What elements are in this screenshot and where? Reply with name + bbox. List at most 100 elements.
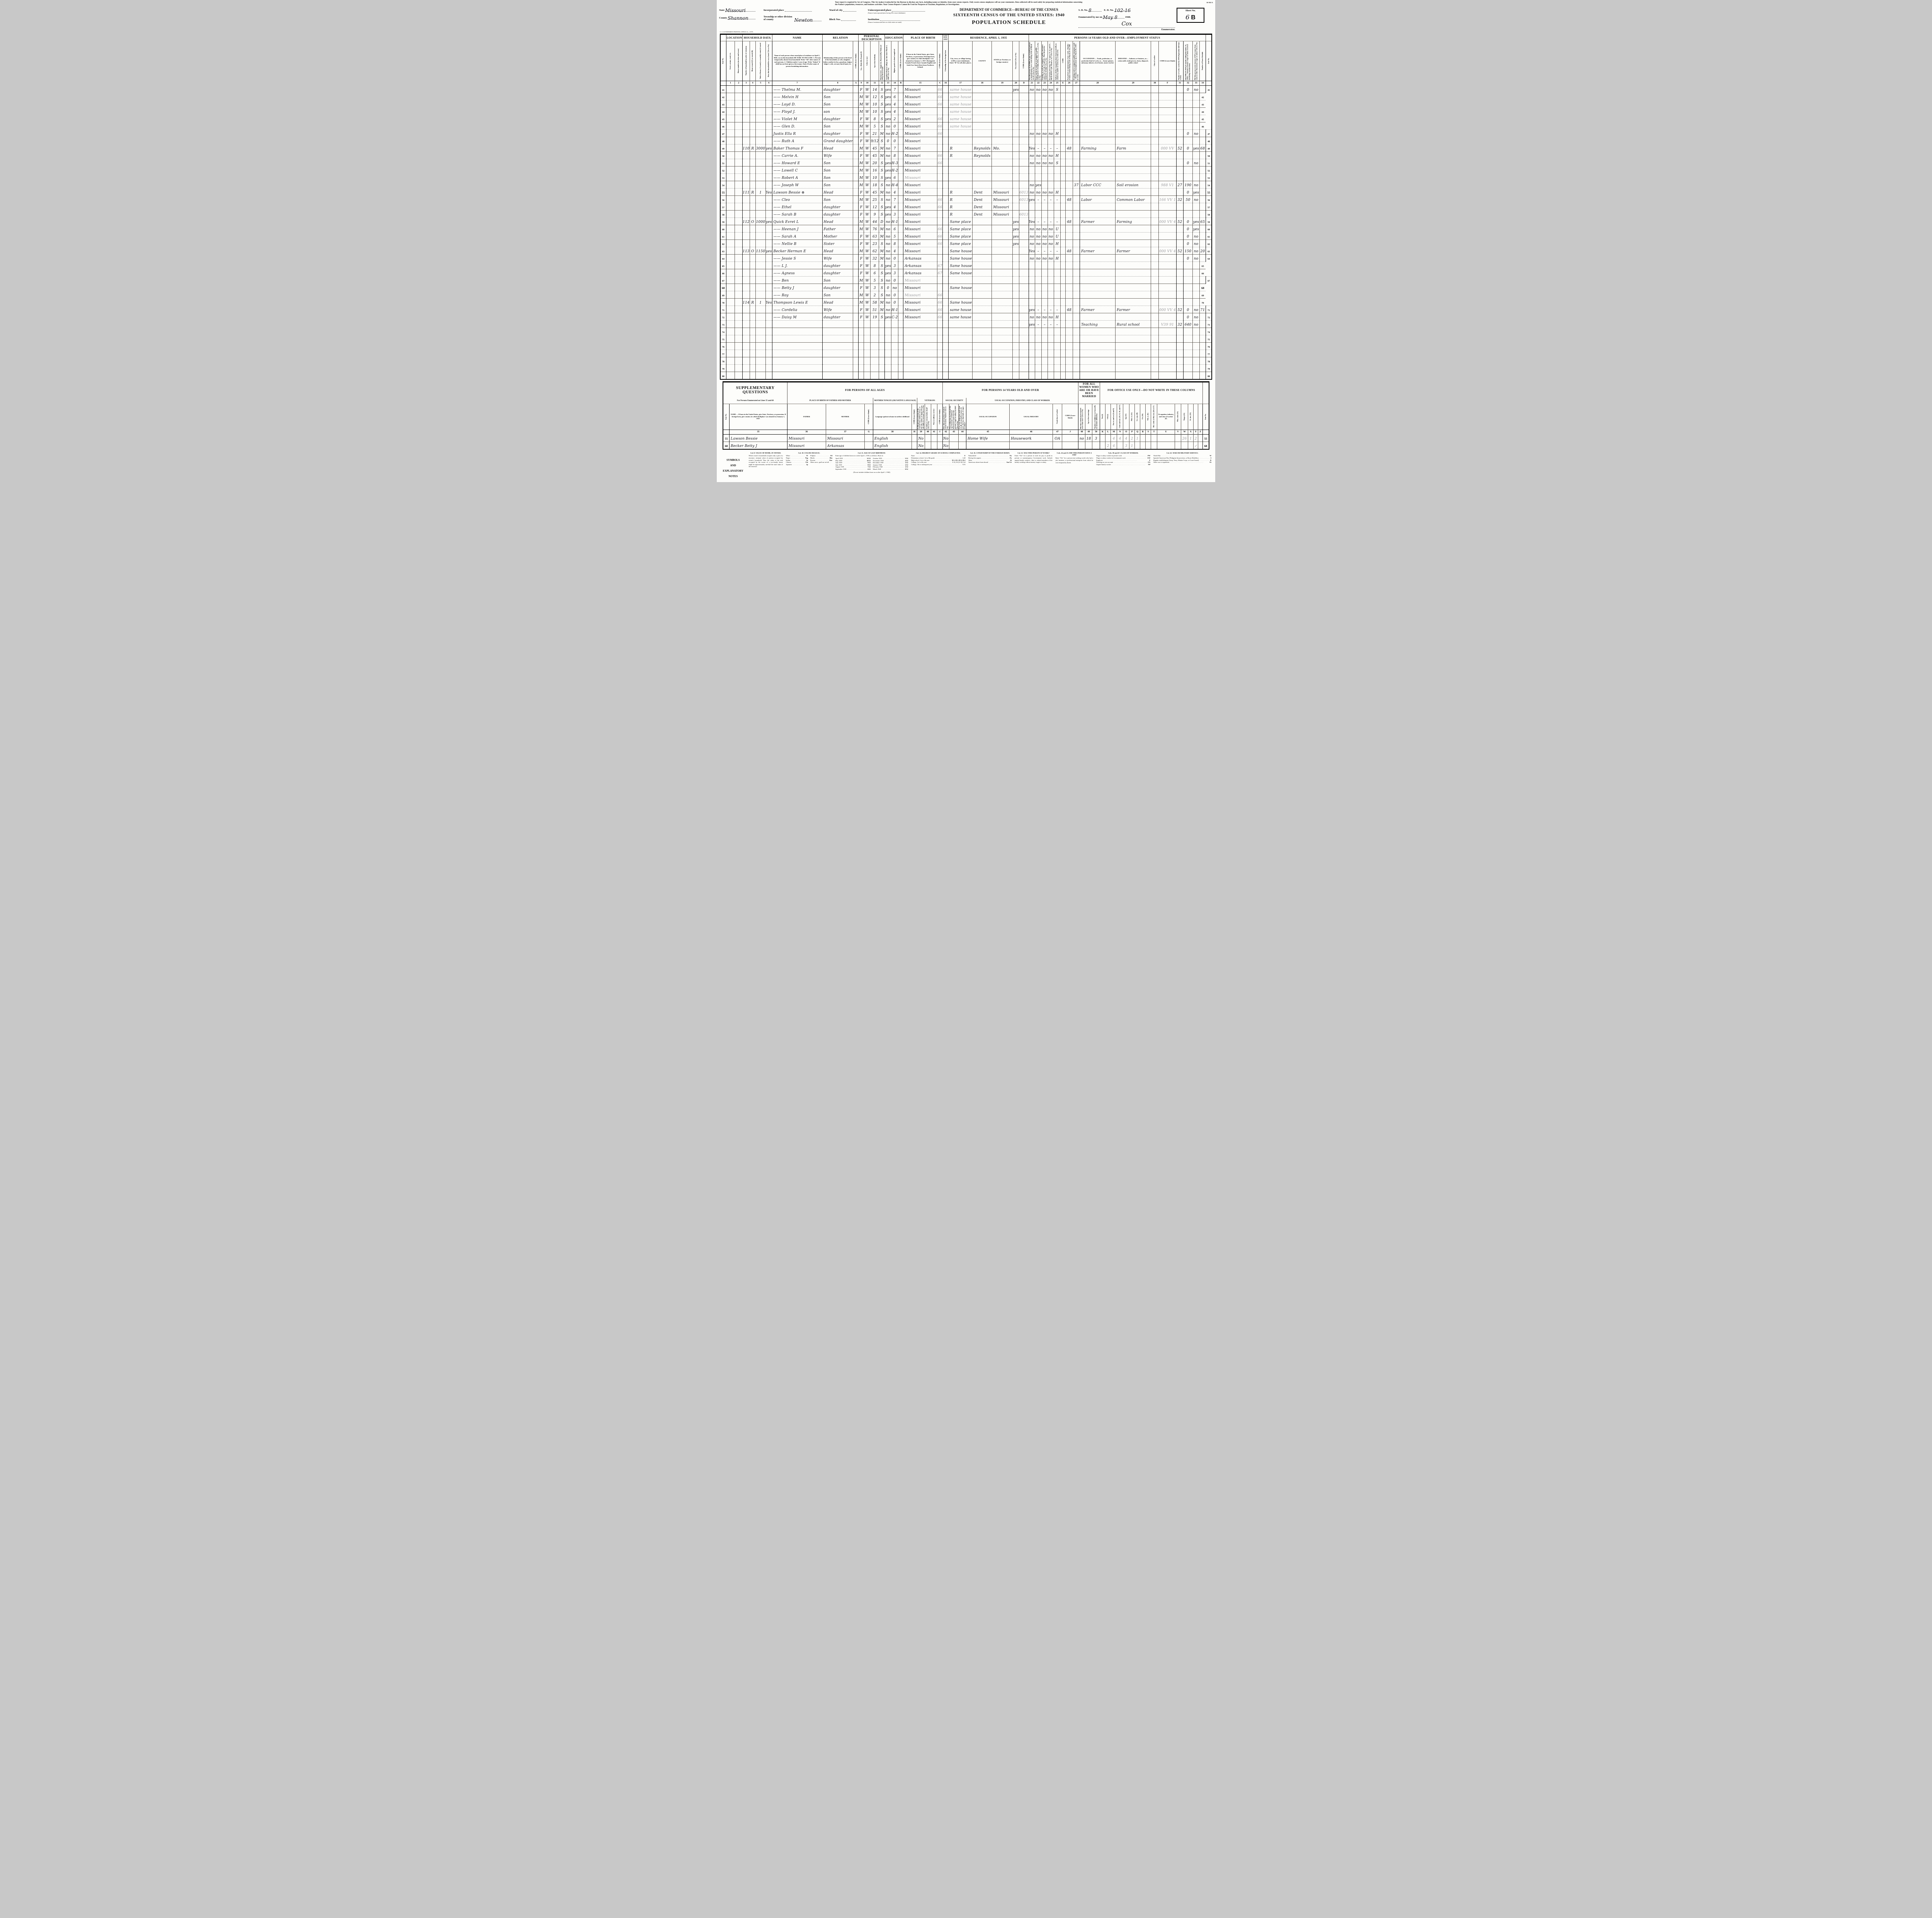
- line-number-cell: 71: [720, 305, 726, 313]
- column-number: U: [1157, 429, 1175, 434]
- column-number: A: [853, 80, 859, 85]
- data-cell: [1183, 114, 1193, 122]
- data-cell: [1065, 107, 1073, 115]
- data-cell: [1060, 85, 1066, 93]
- data-cell: [772, 327, 823, 335]
- data-cell: [735, 261, 743, 269]
- data-cell: [735, 129, 743, 137]
- column-description: CODE (Leave blank): [1019, 41, 1029, 81]
- data-cell: 51: [870, 305, 879, 313]
- data-cell: S: [879, 180, 885, 188]
- data-cell: [942, 129, 949, 137]
- data-cell: [937, 364, 943, 372]
- data-cell: 20: [1199, 246, 1206, 254]
- institution-field: Institution: [868, 17, 939, 21]
- data-cell: [1035, 268, 1042, 276]
- data-cell: [749, 335, 756, 342]
- data-cell: [1060, 100, 1066, 107]
- data-cell: [864, 349, 871, 357]
- column-number: 12: [879, 80, 885, 85]
- column-number: 26: [1065, 80, 1073, 85]
- data-cell: [992, 129, 1013, 137]
- data-cell: yes: [884, 313, 891, 320]
- data-cell: 1: [755, 298, 766, 306]
- data-cell: [898, 195, 903, 203]
- data-cell: Head: [822, 217, 853, 225]
- data-cell: 66: [937, 291, 943, 298]
- data-cell: M: [858, 166, 864, 173]
- person-row: 79 79: [720, 364, 1212, 372]
- enumerator-signature: Cox: [1121, 20, 1132, 27]
- data-cell: 32: [1176, 195, 1184, 203]
- person-row: 73 yes – – – – Teaching Rural school V39 91 32 640…: [720, 320, 1212, 328]
- data-cell: [1115, 173, 1151, 181]
- data-cell: [1065, 268, 1073, 276]
- data-cell: [1035, 114, 1042, 122]
- data-cell: [942, 283, 949, 291]
- data-cell: [1176, 85, 1184, 93]
- data-cell: [742, 100, 750, 107]
- data-cell: H-4: [891, 180, 898, 188]
- data-cell: M: [858, 276, 864, 284]
- data-cell: [1065, 298, 1073, 306]
- data-cell: [1151, 441, 1157, 449]
- data-cell: [1150, 136, 1159, 144]
- data-cell: [966, 441, 1010, 449]
- data-cell: [958, 434, 966, 442]
- column-number: 22: [1035, 80, 1042, 85]
- column-description: [1193, 403, 1198, 430]
- data-cell: [1158, 276, 1177, 284]
- data-cell: F: [858, 136, 864, 144]
- data-cell: [1079, 122, 1116, 129]
- data-cell: no: [1041, 158, 1048, 166]
- line-number-cell: 46: [720, 122, 726, 129]
- data-cell: [755, 261, 766, 269]
- data-cell: [1041, 335, 1048, 342]
- data-cell: [972, 335, 992, 342]
- data-cell: 4: [891, 100, 898, 107]
- data-cell: [1115, 298, 1151, 306]
- population-schedule-table: LOCATION HOUSEHOLD DATA NAME RELATION PERSON…: [719, 33, 1213, 380]
- data-cell: [898, 122, 903, 129]
- data-cell: M: [858, 144, 864, 151]
- data-cell: [1158, 349, 1177, 357]
- data-cell: [992, 246, 1013, 254]
- line-number-cell: 43: [1199, 100, 1206, 107]
- data-cell: [1012, 166, 1019, 173]
- data-cell: son: [822, 107, 853, 115]
- data-cell: [749, 107, 756, 115]
- data-cell: [853, 239, 859, 247]
- data-cell: Son: [822, 291, 853, 298]
- data-cell: [742, 202, 750, 210]
- data-cell: [1047, 114, 1054, 122]
- line-number-cell: 55: [1205, 188, 1212, 195]
- data-cell: [992, 335, 1013, 342]
- data-cell: 66: [937, 100, 943, 107]
- data-cell: 48: [1065, 195, 1073, 203]
- data-cell: [1019, 283, 1029, 291]
- column-number: 38: [872, 429, 912, 434]
- data-cell: [937, 320, 943, 328]
- data-cell: [853, 261, 859, 269]
- data-cell: [853, 291, 859, 298]
- data-cell: [942, 144, 949, 151]
- data-cell: Missouri: [903, 232, 937, 240]
- data-cell: W: [864, 188, 871, 195]
- column-description: Does this person have a Federal Social S…: [942, 403, 949, 430]
- data-cell: [853, 85, 859, 93]
- data-cell: [853, 268, 859, 276]
- note-block: Col. 21. WAS THIS PERSON AT WORK? Enter “…: [1015, 452, 1053, 464]
- data-cell: [1176, 202, 1184, 210]
- line-number-cell: 78: [720, 357, 726, 364]
- line-number-cell: 49: [720, 144, 726, 151]
- data-cell: [864, 342, 871, 350]
- data-cell: [735, 107, 743, 115]
- data-cell: [1065, 100, 1073, 107]
- data-cell: [864, 357, 871, 364]
- data-cell: [1176, 313, 1184, 320]
- data-cell: [1060, 371, 1066, 379]
- data-cell: W: [864, 173, 871, 181]
- data-cell: 52: [1176, 144, 1184, 151]
- data-cell: [1150, 210, 1159, 217]
